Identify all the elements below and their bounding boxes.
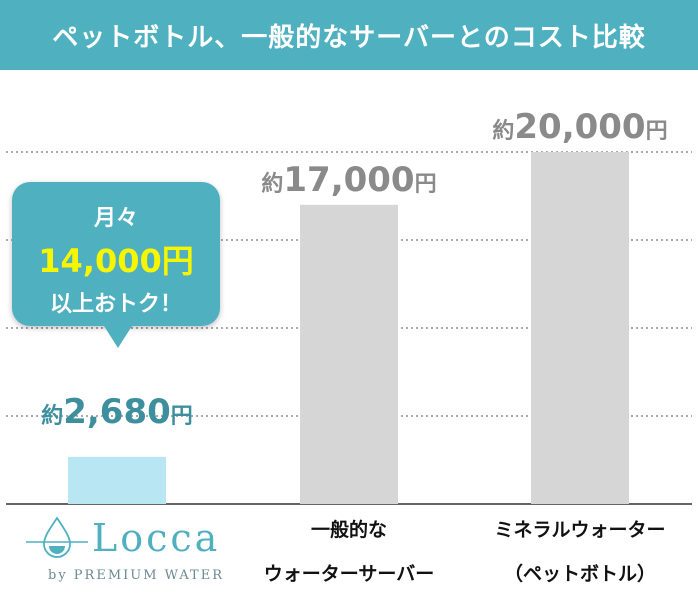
bar-1 [300, 204, 398, 505]
chart-title: ペットボトル、一般的なサーバーとのコスト比較 [0, 0, 698, 70]
bar-chart: 約2,680円 約17,000円 約20,000円 [6, 107, 692, 505]
logo-tagline: by PREMIUM WATER [48, 568, 225, 583]
category-label-line: （ペットボトル） [503, 563, 656, 585]
category-label-line: ウォーターサーバー [263, 563, 435, 585]
category-label-2: ミネラルウォーター （ペットボトル） [465, 508, 695, 596]
category-label-line: ミネラルウォーター [494, 519, 666, 541]
savings-callout: 月々 14,000円 以上おトク！ [12, 182, 220, 348]
value-label-1: 約17,000円 [261, 160, 436, 200]
locca-drop-icon [26, 516, 88, 558]
callout-line-3: 以上おトク！ [49, 292, 182, 317]
category-label-line: 一般的な [310, 519, 387, 541]
callout-savings-amount: 14,000円 [38, 242, 194, 280]
category-label-1: 一般的なウォーターサーバー [234, 508, 464, 596]
logo-wordmark: Locca [92, 516, 221, 560]
callout-line-1: 月々 [93, 206, 138, 231]
bar-2 [531, 152, 629, 504]
value-label-0: 約2,680円 [41, 392, 193, 432]
value-label-2: 約20,000円 [492, 107, 667, 147]
bar-0 [68, 456, 166, 504]
